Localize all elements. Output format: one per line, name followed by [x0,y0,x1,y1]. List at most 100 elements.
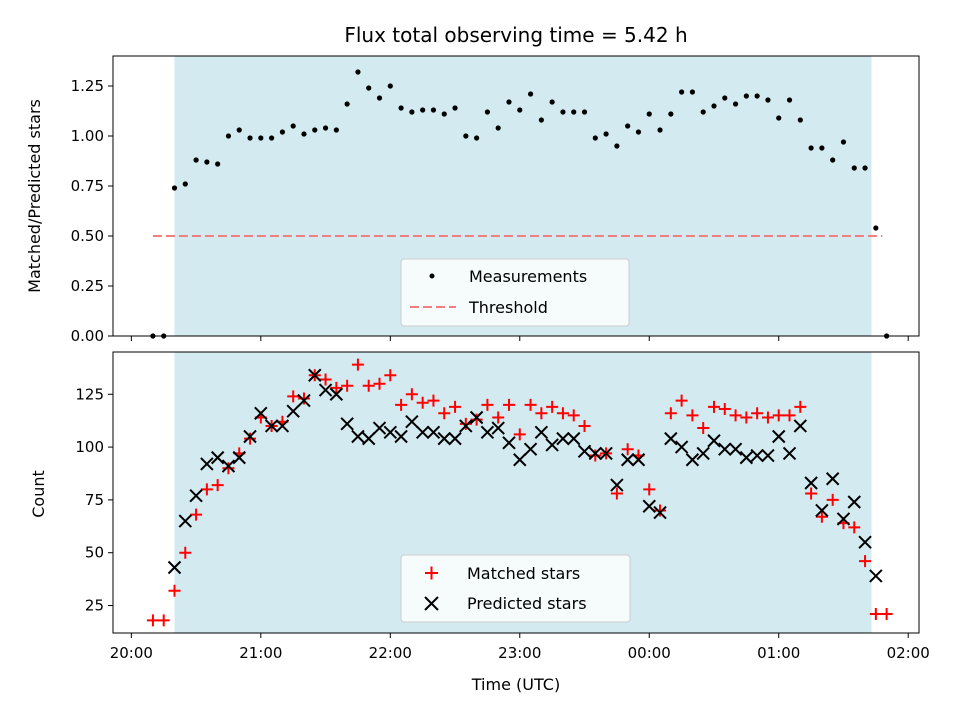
predicted-star-point [167,560,182,575]
matched-star-point [805,487,818,500]
predicted-star-point [577,444,592,459]
measurement-point [732,101,739,107]
measurement-point [463,133,469,139]
predicted-star-point [556,431,570,446]
matched-star-point [535,407,548,420]
matched-star-point [610,487,623,500]
measurement-point [808,145,814,151]
matched-star-point [395,398,408,411]
predicted-star-point [318,383,333,397]
y-tick-label: 0.00 [71,327,104,345]
top-axes-frame [112,55,920,337]
bottom-legend: Matched stars Predicted stars [400,554,631,623]
matched-star-point [815,510,828,523]
matched-star-point [589,449,602,462]
measurement-point [851,165,857,171]
predicted-star-point [491,421,505,435]
matched-star-point [686,409,699,422]
measurement-point [236,127,242,133]
predicted-star-point [664,431,678,446]
predicted-star-point [210,450,225,465]
predicted-star-point [372,421,387,435]
predicted-star-point [620,453,635,467]
predicted-star-point [685,453,700,467]
matched-star-point [859,555,872,568]
measurement-point [571,109,577,115]
bottom-axes-frame [112,351,920,634]
matched-star-point [168,584,181,597]
predicted-star-point [200,457,214,471]
measurement-point [538,117,544,123]
measurement-point [387,83,393,89]
matched-star-point [761,411,774,424]
measurement-point [258,135,264,141]
predicted-star-point [707,434,721,448]
matched-star-point [211,479,224,492]
matched-star-point [319,373,332,386]
measurement-point [711,103,717,109]
matched-star-point [513,428,526,441]
predicted-star-point [189,488,203,503]
matched-star-point [416,396,429,409]
predicted-star-point [459,419,473,433]
predicted-star-point [469,410,484,425]
legend-matched-label: Matched stars [467,564,580,583]
measurement-point [657,127,663,133]
measurement-point [776,115,782,121]
bottom-y-axis-label: Count [29,470,48,518]
predicted-star-point [523,442,538,456]
measurement-point [366,85,372,91]
predicted-star-point [793,419,808,433]
measurement-point [333,127,339,133]
measurement-point [344,101,350,107]
matched-star-point [341,379,354,392]
predicted-star-point [232,450,246,465]
predicted-star-point [825,472,840,486]
measurement-point [743,93,749,99]
y-tick-label: 1.00 [71,127,104,145]
matched-star-point [869,607,882,620]
matched-star-point [330,381,343,394]
bottom-y-ticks: 25 50 75 100 125 [75,385,113,615]
predicted-star-point [750,448,764,463]
predicted-star-point [718,442,732,456]
measurement-point [193,157,199,163]
matched-star-point [664,407,677,420]
matched-star-point [546,400,559,413]
top-measurement-points [150,69,890,339]
matched-star-point [384,369,397,382]
predicted-star-point [243,429,257,444]
matched-star-point [729,409,742,422]
x-tick-label: 20:00 [110,644,153,662]
matched-star-point [826,493,839,506]
x-tick-label: 22:00 [369,644,412,662]
measurement-point [279,129,286,135]
measurement-point [527,91,534,97]
predicted-star-point [286,404,300,418]
y-tick-label: 1.25 [71,77,104,95]
predicted-star-point [782,446,797,461]
matched-star-point [449,400,462,413]
predicted-star-point [815,503,829,518]
matched-star-point [675,394,688,407]
measurement-point [409,109,415,115]
measurement-point [322,125,329,131]
measurement-point [225,133,232,139]
top-y-ticks: 0.00 0.25 0.50 0.75 1.00 1.25 [71,77,113,345]
matched-star-point [362,379,375,392]
bottom-legend-box [400,554,631,623]
measurement-point [797,117,803,123]
predicted-star-point [351,429,365,444]
measurement-point [182,181,188,187]
predicted-star-point [653,505,667,520]
measurement-point [625,123,631,129]
matched-star-point [556,407,569,420]
predicted-star-point [674,440,689,454]
matched-star-point [524,398,537,411]
measurement-point [862,165,868,171]
measurement-point [171,185,178,191]
predicted-star-point [340,417,354,431]
measurement-point [840,139,847,145]
x-tick-label: 23:00 [498,644,541,662]
